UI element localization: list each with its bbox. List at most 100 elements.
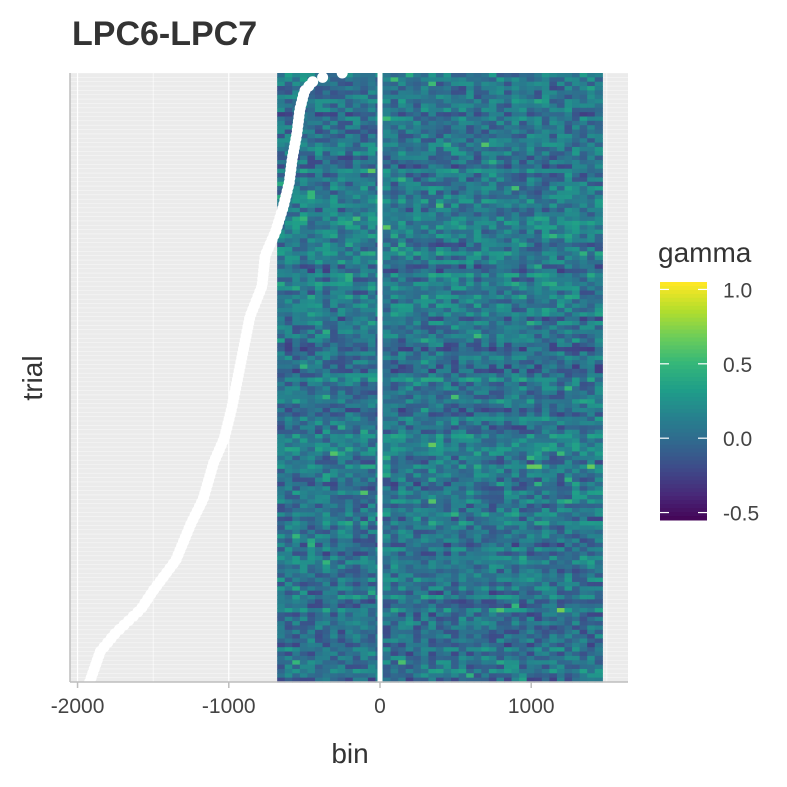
heatmap-cell: [458, 468, 467, 474]
heatmap-cell: [443, 251, 452, 257]
heatmap-cell: [330, 238, 339, 244]
heatmap-cell: [496, 399, 505, 405]
heatmap-cell: [587, 390, 596, 396]
heatmap-cell: [526, 386, 535, 392]
heatmap-cell: [367, 133, 377, 139]
heatmap-cell: [299, 325, 309, 331]
heatmap-cell: [504, 199, 513, 205]
heatmap-cell: [534, 416, 543, 422]
heatmap-cell: [519, 481, 528, 487]
heatmap-cell: [579, 503, 588, 509]
heatmap-cell: [405, 225, 414, 231]
heatmap-cell: [443, 381, 452, 387]
heatmap-cell: [330, 425, 339, 431]
heatmap-cell: [594, 481, 603, 487]
heatmap-cell: [390, 416, 399, 422]
heatmap-cell: [556, 103, 566, 109]
heatmap-cell: [277, 477, 286, 483]
heatmap-cell: [564, 233, 573, 239]
heatmap-cell: [292, 494, 301, 500]
heatmap-cell: [587, 342, 596, 348]
heatmap-cell: [549, 107, 558, 113]
heatmap-cell: [345, 490, 354, 496]
heatmap-cell: [579, 442, 588, 448]
heatmap-cell: [420, 90, 429, 96]
heatmap-cell: [277, 133, 286, 139]
heatmap-cell: [451, 360, 460, 366]
heatmap-cell: [549, 429, 558, 435]
heatmap-cell: [572, 216, 581, 222]
heatmap-cell: [443, 512, 452, 518]
heatmap-cell: [398, 521, 407, 526]
heatmap-cell: [352, 529, 361, 535]
heatmap-cell: [564, 316, 573, 322]
heatmap-cell: [579, 129, 588, 135]
heatmap-cell: [420, 416, 429, 422]
heatmap-cell: [405, 390, 414, 396]
heatmap-cell: [360, 207, 369, 213]
heatmap-cell: [534, 203, 543, 209]
heatmap-cell: [367, 399, 377, 405]
heatmap-cell: [405, 199, 414, 205]
heatmap-cell: [435, 168, 445, 174]
heatmap-cell: [337, 299, 346, 305]
heatmap-cell: [579, 412, 588, 418]
heatmap-cell: [367, 151, 377, 157]
heatmap-cell: [443, 421, 452, 426]
heatmap-cell: [579, 125, 588, 131]
heatmap-cell: [526, 334, 535, 339]
heatmap-cell: [458, 508, 467, 513]
heatmap-cell: [367, 416, 377, 422]
heatmap-cell: [458, 229, 467, 235]
heatmap-cell: [556, 303, 566, 309]
heatmap-cell: [519, 107, 528, 113]
heatmap-cell: [466, 521, 475, 526]
heatmap-cell: [299, 407, 309, 413]
heatmap-cell: [504, 290, 513, 296]
heatmap-cell: [307, 508, 316, 513]
heatmap-cell: [330, 386, 339, 392]
heatmap-cell: [534, 107, 543, 113]
heatmap-cell: [451, 168, 460, 174]
heatmap-cell: [519, 368, 528, 374]
heatmap-cell: [564, 429, 573, 435]
heatmap-cell: [383, 155, 392, 161]
heatmap-cell: [367, 168, 377, 174]
heatmap-cell: [390, 503, 399, 509]
heatmap-cell: [481, 381, 490, 387]
heatmap-cell: [277, 281, 286, 287]
heatmap-cell: [314, 294, 324, 300]
heatmap-cell: [458, 103, 467, 109]
heatmap-cell: [367, 286, 377, 292]
heatmap-cell: [352, 351, 361, 357]
heatmap-cell: [420, 203, 429, 209]
heatmap-cell: [451, 190, 460, 196]
heatmap-cell: [451, 138, 460, 144]
heatmap-cell: [458, 203, 467, 209]
heatmap-cell: [390, 512, 399, 518]
heatmap-cell: [564, 90, 573, 96]
heatmap-cell: [322, 129, 331, 135]
heatmap-cell: [473, 334, 482, 339]
heatmap-cell: [594, 160, 603, 165]
heatmap-cell: [541, 160, 550, 165]
heatmap-cell: [458, 494, 467, 500]
heatmap-cell: [572, 499, 581, 505]
heatmap-cell: [481, 146, 490, 152]
heatmap-cell: [587, 429, 596, 435]
heatmap-cell: [594, 199, 603, 205]
heatmap-cell: [405, 434, 414, 439]
heatmap-cell: [322, 142, 331, 148]
heatmap-cell: [345, 173, 354, 178]
heatmap-cell: [443, 77, 452, 83]
heatmap-cell: [511, 386, 520, 392]
heatmap-cell: [451, 312, 460, 318]
heatmap-cell: [451, 338, 460, 344]
heatmap-cell: [488, 186, 498, 192]
heatmap-cell: [345, 512, 354, 518]
heatmap-cell: [390, 94, 399, 100]
heatmap-cell: [383, 99, 392, 105]
heatmap-cell: [345, 468, 354, 474]
heatmap-cell: [594, 429, 603, 435]
heatmap-cell: [398, 216, 407, 222]
